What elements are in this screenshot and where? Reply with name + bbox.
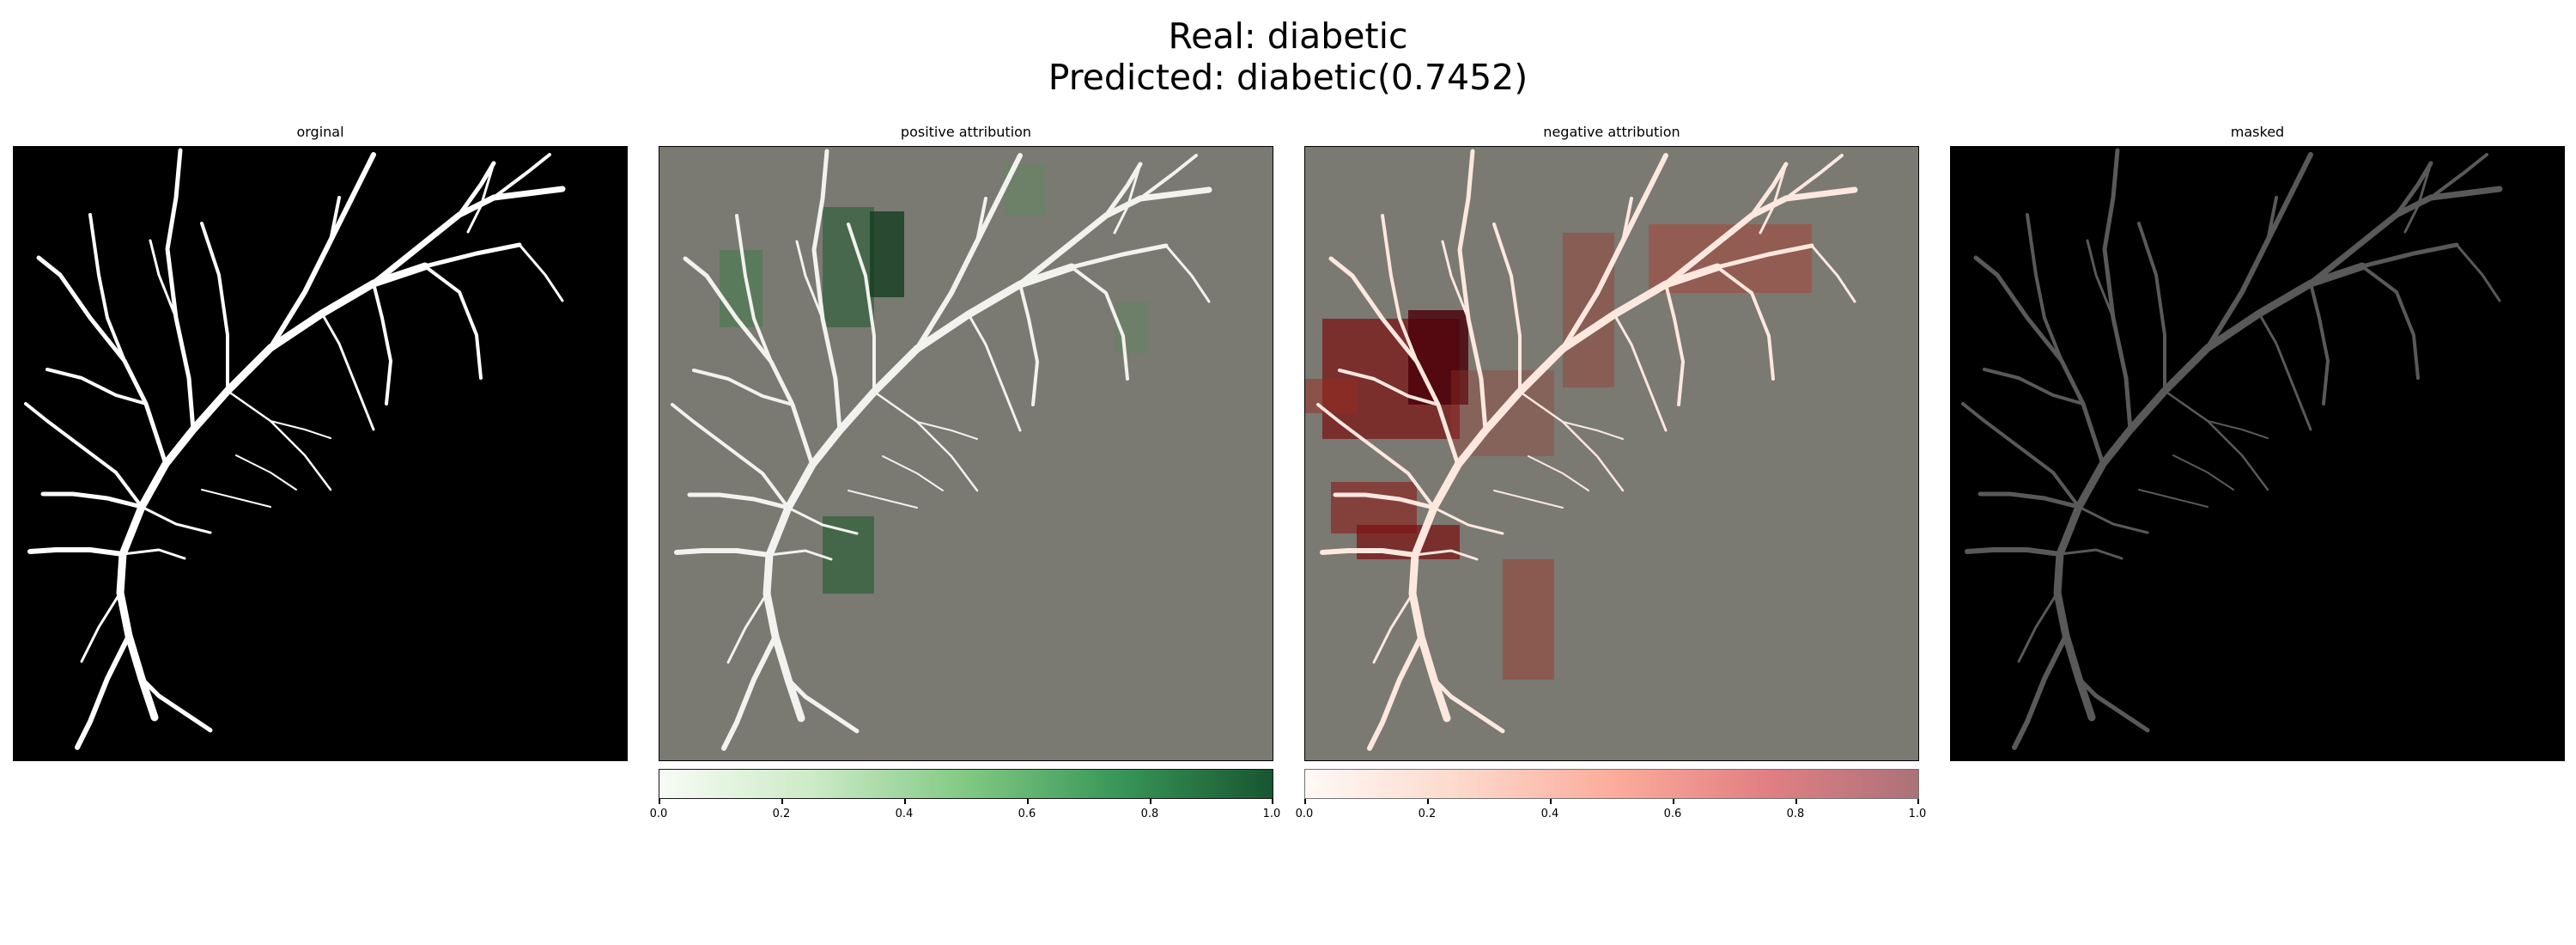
masked-image-panel — [1950, 146, 2565, 761]
tick-label: 0.0 — [649, 808, 668, 820]
tick-label: 0.4 — [1540, 808, 1559, 820]
positive-colorbar — [659, 769, 1273, 799]
figure-title-predicted: Predicted: diabetic(0.7452) — [1048, 57, 1528, 98]
tick-label: 0.8 — [1786, 808, 1805, 820]
original-image-panel — [13, 146, 628, 761]
panel-title-positive: positive attribution — [900, 124, 1032, 140]
panel-title-negative: negative attribution — [1543, 124, 1680, 140]
tick-label: 0.2 — [1418, 808, 1437, 820]
positive-attribution-panel — [659, 146, 1273, 761]
tick-label: 0.6 — [1018, 808, 1036, 820]
original-background — [13, 146, 628, 761]
positive-background — [659, 147, 1273, 760]
tick-label: 0.8 — [1140, 808, 1159, 820]
tick-label: 1.0 — [1262, 808, 1281, 820]
masked-background — [1950, 146, 2565, 761]
positive-heat-blocks — [720, 164, 1149, 594]
tick-label: 0.6 — [1663, 808, 1682, 820]
panel-title-masked: masked — [2230, 124, 2285, 140]
tick-label: 0.4 — [895, 808, 914, 820]
negative-heat-blocks — [1305, 224, 1812, 680]
figure-title-real: Real: diabetic — [1168, 15, 1408, 57]
tick-label: 1.0 — [1908, 808, 1927, 820]
panel-title-original: orginal — [296, 124, 344, 140]
negative-colorbar — [1304, 769, 1919, 799]
tick-label: 0.0 — [1295, 808, 1314, 820]
negative-attribution-panel — [1304, 146, 1919, 761]
tick-label: 0.2 — [772, 808, 791, 820]
